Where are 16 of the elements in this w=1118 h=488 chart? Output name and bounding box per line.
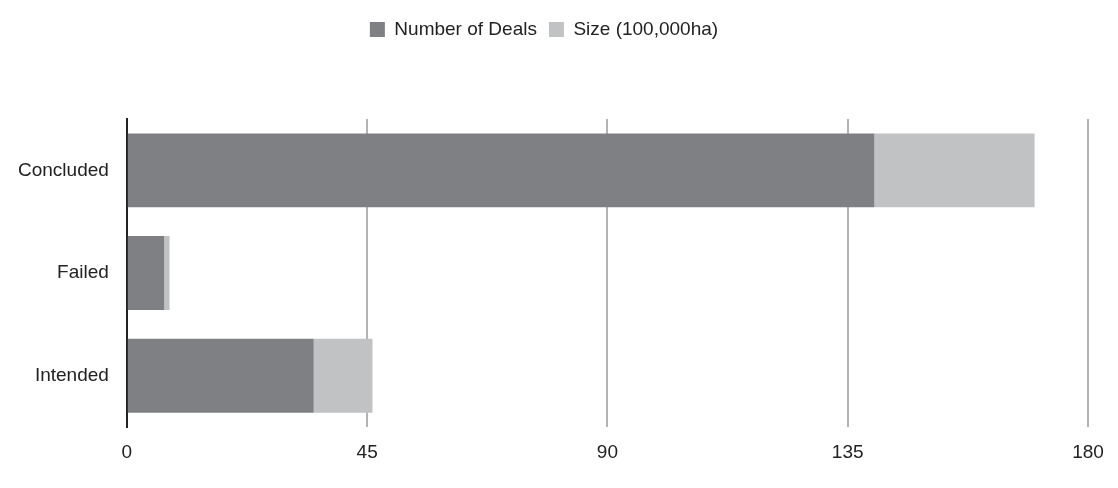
y-tick-label: Intended — [34, 364, 109, 386]
x-tick-label: 45 — [356, 440, 378, 462]
bar — [164, 236, 170, 311]
bar — [127, 338, 314, 413]
bar — [313, 338, 373, 413]
bar — [127, 236, 165, 311]
y-tick-label: Failed — [57, 261, 109, 283]
legend-label: Number of Deals — [394, 17, 537, 39]
x-tick-label: 135 — [831, 440, 864, 462]
bar — [127, 133, 875, 208]
bar — [874, 133, 1035, 208]
x-tick-label: 180 — [1072, 440, 1104, 462]
x-tick-label: 90 — [596, 440, 618, 462]
y-tick-label: Concluded — [18, 158, 109, 180]
legend-label: Size (100,000ha) — [573, 17, 719, 39]
x-tick-label: 0 — [121, 440, 133, 462]
